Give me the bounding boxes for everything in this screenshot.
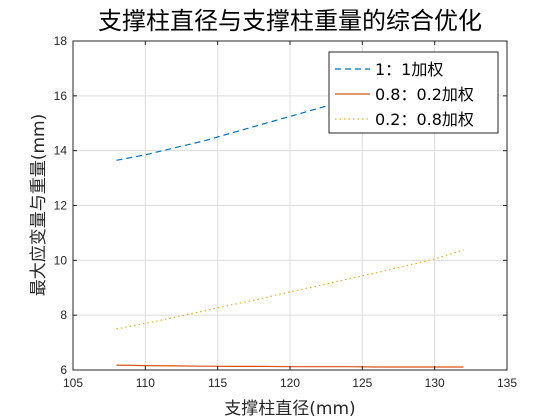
x-tick-label: 110 [136, 376, 155, 390]
y-tick-label: 6 [60, 363, 67, 377]
x-tick-label: 125 [352, 376, 372, 390]
y-tick-label: 12 [54, 199, 68, 213]
y-tick-label: 8 [60, 308, 67, 322]
x-axis-label: 支撑柱直径(mm) [224, 399, 355, 419]
x-tick-label: 105 [63, 376, 83, 390]
y-tick-label: 18 [54, 34, 68, 48]
x-tick-label: 115 [208, 376, 227, 390]
legend-label-2: 0.8：0.2加权 [375, 85, 474, 104]
x-tick-label: 130 [425, 376, 445, 390]
series-line-3 [116, 249, 464, 330]
legend: 1：1加权 0.8：0.2加权 0.2：0.8加权 [328, 51, 499, 134]
x-tick-label: 135 [497, 376, 517, 390]
y-tick-label: 14 [54, 144, 68, 158]
y-axis-label: 最大应变量与重量(mm) [29, 114, 49, 296]
legend-label-1: 1：1加权 [375, 60, 443, 79]
legend-label-3: 0.2：0.8加权 [375, 110, 474, 129]
x-tick-label: 120 [280, 376, 300, 390]
y-axis-ticks: 6 8 10 12 14 16 18 [54, 34, 507, 377]
y-tick-label: 10 [54, 253, 68, 267]
legend-box [328, 51, 499, 134]
x-axis-ticks: 105 110 115 120 125 130 135 [63, 41, 517, 390]
chart-title: 支撑柱直径与支撑柱重量的综合优化 [98, 7, 482, 35]
y-tick-label: 16 [54, 89, 68, 103]
